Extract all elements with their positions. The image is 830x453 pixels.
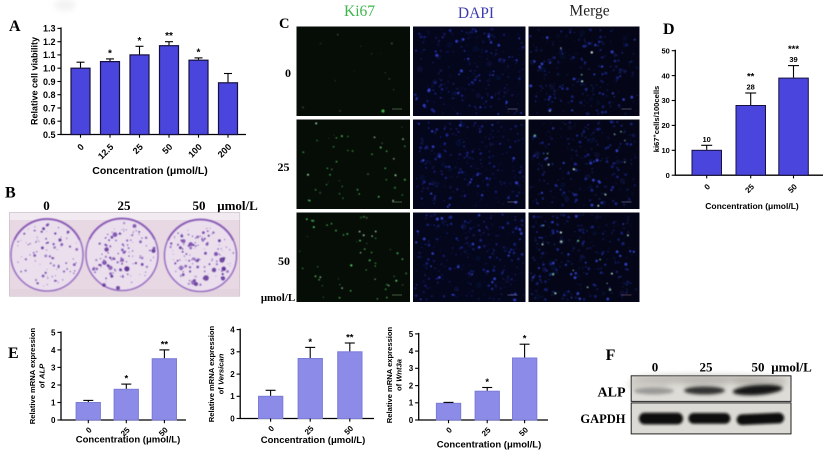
svg-text:**: ** — [161, 339, 169, 350]
svg-text:of Versican: of Versican — [217, 353, 226, 394]
svg-text:0: 0 — [75, 142, 86, 153]
svg-text:Relative mRNA expression: Relative mRNA expression — [385, 326, 394, 423]
svg-text:0.9: 0.9 — [43, 77, 56, 87]
svg-text:B: B — [5, 185, 16, 202]
svg-text:of Wnt3a: of Wnt3a — [395, 359, 404, 391]
svg-text:of ALP: of ALP — [38, 363, 47, 388]
svg-text:10: 10 — [703, 135, 711, 144]
svg-text:1.1: 1.1 — [43, 50, 56, 60]
svg-text:DAPI: DAPI — [458, 5, 494, 22]
svg-text:0: 0 — [444, 425, 454, 435]
svg-text:Concentration (μmol/L): Concentration (μmol/L) — [261, 435, 366, 446]
svg-text:Merge: Merge — [569, 3, 609, 20]
svg-text:1: 1 — [51, 398, 56, 407]
svg-text:ki67+cells/100cells: ki67+cells/100cells — [652, 86, 661, 153]
svg-text:F: F — [606, 347, 616, 364]
svg-text:3: 3 — [409, 364, 414, 373]
svg-text:0.7: 0.7 — [43, 103, 56, 113]
svg-text:E: E — [8, 345, 19, 362]
svg-text:1.0: 1.0 — [43, 64, 56, 74]
svg-text:0: 0 — [703, 182, 713, 192]
svg-text:20: 20 — [661, 121, 669, 130]
svg-text:0: 0 — [409, 416, 414, 425]
svg-text:50: 50 — [278, 254, 290, 268]
svg-text:5: 5 — [409, 330, 414, 339]
svg-text:*: * — [138, 36, 142, 47]
svg-text:25: 25 — [278, 160, 290, 174]
svg-text:50: 50 — [752, 360, 765, 375]
svg-text:0.8: 0.8 — [43, 90, 56, 100]
svg-text:D: D — [663, 21, 675, 38]
svg-text:*: * — [108, 48, 112, 59]
svg-text:4: 4 — [230, 326, 235, 335]
svg-text:39: 39 — [789, 55, 797, 64]
svg-text:25: 25 — [118, 198, 132, 213]
svg-text:2: 2 — [230, 370, 235, 379]
svg-text:Concentration (μmol/L): Concentration (μmol/L) — [92, 165, 208, 177]
svg-text:30: 30 — [661, 96, 669, 105]
svg-text:0: 0 — [43, 198, 50, 213]
svg-text:Concentration (μmol/L): Concentration (μmol/L) — [437, 440, 542, 451]
svg-text:2: 2 — [51, 381, 56, 390]
svg-text:4: 4 — [409, 347, 414, 356]
svg-text:Concentration (μmol/L): Concentration (μmol/L) — [76, 435, 181, 446]
svg-text:1.2: 1.2 — [43, 37, 56, 47]
svg-text:A: A — [9, 18, 21, 35]
svg-text:μmol/L: μmol/L — [771, 360, 812, 375]
svg-text:Ki67: Ki67 — [344, 3, 375, 20]
svg-text:4: 4 — [51, 346, 56, 355]
svg-text:0: 0 — [267, 424, 277, 434]
svg-text:3: 3 — [230, 348, 235, 357]
svg-text:***: *** — [788, 44, 799, 55]
svg-text:10: 10 — [661, 146, 669, 155]
svg-text:**: ** — [346, 333, 354, 344]
svg-text:**: ** — [747, 72, 755, 83]
svg-text:1.3: 1.3 — [43, 24, 56, 34]
svg-text:25: 25 — [700, 360, 714, 375]
svg-text:40: 40 — [661, 71, 669, 80]
svg-text:*: * — [308, 337, 312, 348]
svg-text:28: 28 — [747, 83, 755, 92]
svg-text:0: 0 — [230, 414, 235, 423]
svg-text:1: 1 — [230, 392, 235, 401]
svg-text:50: 50 — [661, 46, 669, 55]
svg-text:5: 5 — [51, 328, 56, 337]
svg-text:GAPDH: GAPDH — [580, 412, 625, 426]
svg-text:Relative cell viability: Relative cell viability — [30, 37, 40, 125]
svg-text:*: * — [197, 47, 201, 58]
svg-text:μmol/L: μmol/L — [261, 292, 295, 304]
svg-text:2: 2 — [409, 381, 414, 390]
svg-text:0.5: 0.5 — [43, 130, 56, 140]
svg-text:0: 0 — [652, 360, 659, 375]
svg-text:1: 1 — [409, 399, 414, 408]
svg-text:0.6: 0.6 — [43, 117, 56, 127]
svg-text:*: * — [523, 334, 527, 345]
svg-text:**: ** — [165, 31, 173, 42]
svg-text:50: 50 — [193, 198, 206, 213]
svg-text:Relative mRNA expression: Relative mRNA expression — [207, 325, 216, 422]
svg-text:*: * — [124, 374, 128, 385]
svg-text:C: C — [279, 16, 289, 32]
svg-text:3: 3 — [51, 363, 56, 372]
svg-text:*: * — [485, 377, 489, 388]
svg-text:Relative mRNA expression: Relative mRNA expression — [28, 327, 37, 424]
svg-text:Concentration (μmol/L): Concentration (μmol/L) — [705, 201, 799, 211]
svg-text:ALP: ALP — [598, 386, 626, 401]
svg-text:0: 0 — [51, 416, 56, 425]
svg-text:μmol/L: μmol/L — [217, 198, 258, 213]
svg-text:0: 0 — [666, 171, 670, 180]
svg-text:0: 0 — [285, 66, 291, 80]
svg-text:0: 0 — [84, 425, 94, 435]
